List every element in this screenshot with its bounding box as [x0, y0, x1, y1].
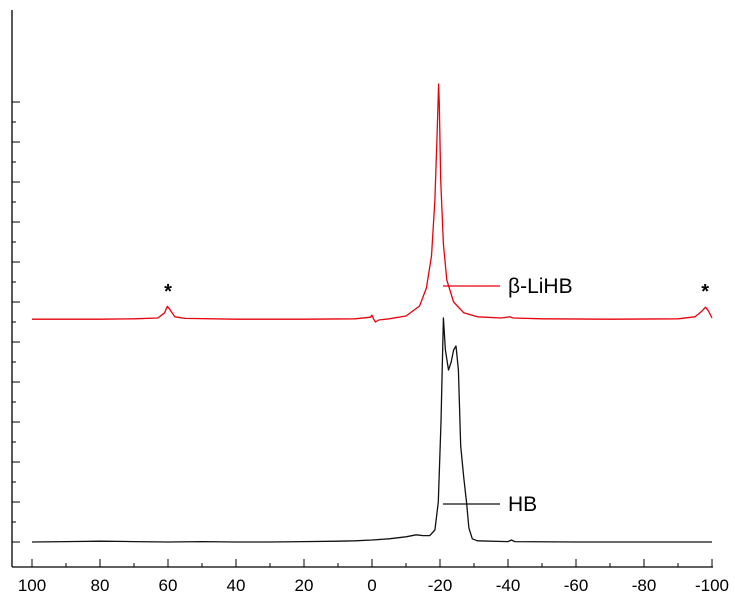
plot-area: * * [31, 83, 713, 543]
x-tick-label: 0 [367, 576, 376, 595]
x-tick-label: -60 [564, 576, 589, 595]
axes: 100 80 60 40 20 0 -20 -40 -60 -80 -100 [11, 10, 729, 595]
x-tick-label: 80 [91, 576, 110, 595]
legend-label: β-LiHB [508, 275, 573, 298]
x-tick-label: 20 [295, 576, 314, 595]
legend-label: HB [508, 493, 537, 516]
x-tick-label: -40 [496, 576, 521, 595]
series-line-0 [32, 83, 713, 323]
peak-annotation: * [164, 281, 172, 303]
x-tick-label: 40 [227, 576, 246, 595]
peak-annotation: * [701, 281, 709, 303]
x-tick-label: 100 [18, 576, 46, 595]
legend: β-LiHB HB [443, 275, 573, 516]
x-tick-label: -80 [632, 576, 657, 595]
series-line-1 [31, 317, 712, 543]
x-tick-label: 60 [159, 576, 178, 595]
x-tick-label: -100 [695, 576, 729, 595]
x-tick-label: -20 [428, 576, 453, 595]
